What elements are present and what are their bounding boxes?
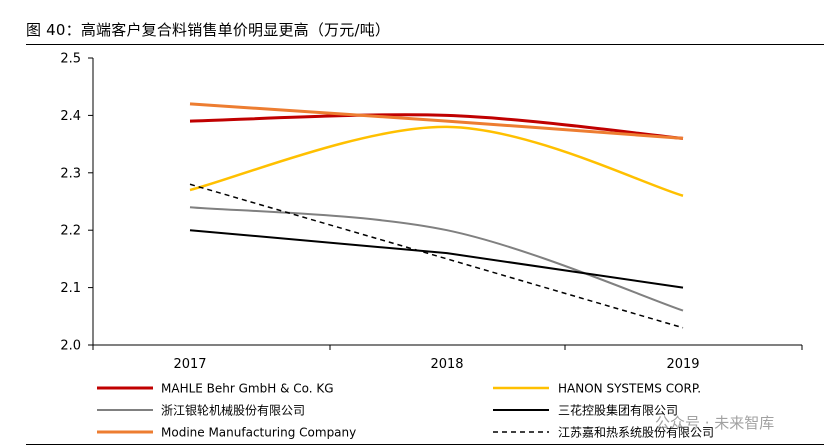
- legend-label: MAHLE Behr GmbH & Co. KG: [161, 382, 334, 396]
- y-tick-label: 2.0: [60, 339, 81, 354]
- axes: 2.0 2.1 2.2 2.3 2.4 2.5 2017 2018 2019: [60, 52, 803, 372]
- chart-title: 图 40：高端客户复合料销售单价明显更高（万元/吨）: [26, 21, 391, 39]
- series-lines: [189, 102, 684, 329]
- y-tick-label: 2.2: [60, 224, 81, 239]
- series-line-3: [189, 206, 684, 312]
- y-tick-label: 2.1: [60, 281, 81, 296]
- legend: MAHLE Behr GmbH & Co. KG HANON SYSTEMS CO…: [97, 382, 714, 440]
- y-tick-label: 2.4: [60, 109, 81, 124]
- legend-label: 江苏嘉和热系统股份有限公司: [558, 426, 714, 440]
- series-line-6: [189, 183, 684, 329]
- legend-label: Modine Manufacturing Company: [161, 426, 356, 440]
- x-tick-label: 2017: [173, 357, 206, 372]
- series-line-1: [189, 113, 684, 140]
- title-divider: [26, 44, 824, 45]
- y-tick-label: 2.5: [60, 52, 81, 67]
- legend-label: 浙江银轮机械股份有限公司: [161, 403, 305, 418]
- series-line-5: [189, 102, 684, 140]
- series-line-2: [189, 125, 684, 197]
- x-tick-label: 2019: [666, 357, 699, 372]
- x-tick-label: 2018: [430, 357, 463, 372]
- series-line-4: [189, 229, 684, 289]
- y-tick-label: 2.3: [60, 166, 81, 181]
- legend-label: HANON SYSTEMS CORP.: [558, 382, 701, 396]
- bottom-divider: [26, 444, 824, 445]
- watermark: 公众号 · 未来智库: [655, 414, 775, 432]
- legend-label: 三花控股集团有限公司: [558, 403, 678, 418]
